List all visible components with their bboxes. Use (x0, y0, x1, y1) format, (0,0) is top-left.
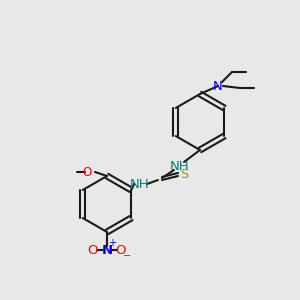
Text: S: S (180, 169, 188, 182)
Text: +: + (108, 238, 116, 248)
Text: −: − (123, 251, 131, 261)
Text: O: O (82, 166, 91, 178)
Text: O: O (116, 244, 126, 256)
Text: N: N (213, 80, 223, 92)
Text: N: N (101, 244, 112, 256)
Text: O: O (88, 244, 98, 256)
Text: NH: NH (170, 160, 190, 172)
Text: NH: NH (130, 178, 150, 190)
